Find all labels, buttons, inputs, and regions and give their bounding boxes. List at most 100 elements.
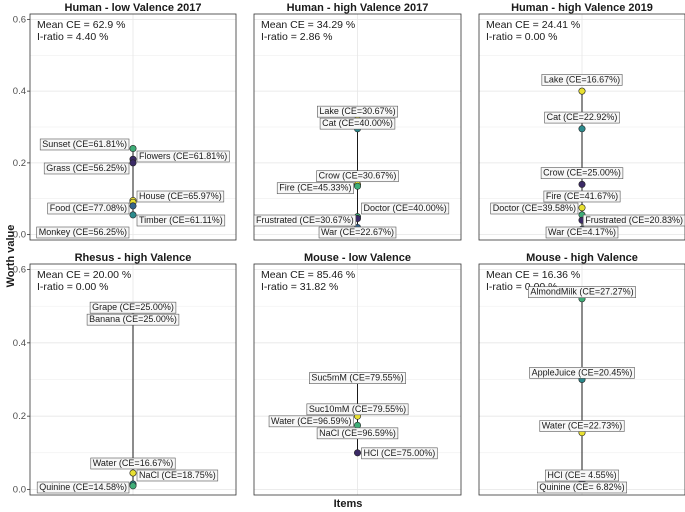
y-tick-label: 0.2	[13, 411, 26, 422]
point-label-box	[306, 403, 409, 416]
i-ratio-text: I-ratio = 31.82 %	[261, 281, 338, 293]
point-label: AlmondMilk (CE=27.27%)	[528, 286, 636, 298]
point-label: Monkey (CE=56.25%)	[36, 226, 130, 239]
mean-ce-text: Mean CE = 16.36 %	[486, 269, 580, 281]
point-label: HCl (CE= 4.55%)	[545, 469, 619, 482]
point-label: War (CE=4.17%)	[545, 226, 619, 239]
panel-title: Mouse - low Valence	[304, 252, 411, 264]
point-label-box	[136, 190, 225, 203]
point-label-text: Sunset (CE=61.81%)	[42, 139, 127, 149]
panel-border	[478, 13, 685, 241]
point-label-text: Frustrated (CE=30.67%)	[256, 215, 354, 225]
point-label-text: Flowers (CE=61.81%)	[139, 151, 227, 161]
point-label-box	[361, 447, 438, 460]
data-point	[129, 211, 137, 219]
point-label-text: Water (CE=22.73%)	[542, 421, 622, 431]
panel-title: Human - high Valence 2019	[511, 2, 653, 14]
point-label-text: Water (CE=96.59%)	[271, 416, 351, 426]
x-axis-title: Items	[334, 498, 363, 510]
mean-ce-text: Mean CE = 34.29 %	[261, 19, 355, 31]
panel-3: Rhesus - high Valence 0.0 0.2 0.4 0.6 Mean CE…	[13, 252, 237, 496]
point-label: Water (CE=16.67%)	[90, 457, 176, 470]
data-point	[578, 87, 586, 95]
point-label: Sunset (CE=61.81%)	[39, 138, 130, 151]
point-label-text: Water (CE=16.67%)	[93, 458, 173, 468]
point-label: Timber (CE=61.11%)	[136, 214, 226, 227]
point-label-text: Doctor (CE=39.58%)	[493, 203, 576, 213]
point-label-text: Timber (CE=61.11%)	[139, 215, 223, 225]
panel-border	[253, 13, 462, 241]
point-label: Banana (CE=25.00%)	[86, 313, 180, 326]
point-label-text: AlmondMilk (CE=27.27%)	[530, 287, 633, 297]
point-label-box	[529, 367, 635, 379]
point-label: Crow (CE=30.67%)	[316, 170, 399, 183]
point-label-box	[316, 170, 399, 183]
point-label-box	[47, 202, 130, 215]
point-label: Grape (CE=25.00%)	[89, 301, 177, 314]
point-label: House (CE=65.97%)	[136, 190, 225, 203]
point-label-box	[540, 167, 624, 179]
point-label-box	[361, 202, 450, 215]
data-point	[578, 125, 586, 133]
y-axis-title: Worth value	[5, 225, 17, 288]
point-label-text: Grass (CE=56.25%)	[46, 163, 127, 173]
data-point	[129, 145, 137, 153]
data-point	[578, 180, 586, 188]
point-label-text: Quinine (CE= 6.82%)	[539, 482, 624, 492]
i-ratio-text: I-ratio = 0.00 %	[37, 281, 109, 293]
point-label: Doctor (CE=40.00%)	[361, 202, 450, 215]
point-label-text: Fire (CE=45.33%)	[279, 183, 351, 193]
y-tick-label: 0.0	[13, 485, 26, 496]
point-label: Cat (CE=22.92%)	[544, 111, 620, 124]
point-label-box	[317, 105, 398, 118]
point-label-text: Suc5mM (CE=79.55%)	[311, 373, 403, 383]
point-label-box	[309, 372, 406, 384]
point-label: Lake (CE=16.67%)	[541, 74, 623, 86]
point-label: AppleJuice (CE=20.45%)	[529, 367, 635, 379]
data-point	[129, 482, 137, 490]
point-label-box	[539, 420, 625, 432]
point-label: Quinine (CE= 6.82%)	[537, 481, 627, 494]
point-label-box	[316, 427, 399, 440]
point-label-text: AppleJuice (CE=20.45%)	[532, 367, 633, 377]
panel-title: Rhesus - high Valence	[75, 252, 192, 264]
point-label-text: Cat (CE=22.92%)	[547, 112, 618, 122]
point-label-text: Food (CE=77.08%)	[50, 203, 127, 213]
point-label-text: Quinine (CE=14.58%)	[39, 482, 127, 492]
panel-border	[253, 263, 462, 496]
point-label: Food (CE=77.08%)	[47, 202, 130, 215]
point-label-box	[545, 469, 619, 482]
data-point	[578, 204, 586, 212]
point-label-box	[276, 182, 354, 195]
point-label-box	[319, 117, 396, 130]
point-label: Cat (CE=40.00%)	[319, 117, 396, 130]
data-point	[353, 449, 361, 457]
point-label-box	[528, 286, 636, 298]
data-point	[129, 159, 137, 167]
panel-2: Human - high Valence 2019 Mean CE = 24.41…	[478, 2, 685, 241]
point-label-box	[136, 150, 230, 163]
point-label: Water (CE=96.59%)	[268, 415, 354, 428]
point-label: NaCl (CE=96.59%)	[316, 427, 399, 440]
point-label: Doctor (CE=39.58%)	[490, 202, 579, 215]
point-label-text: War (CE=4.17%)	[548, 227, 616, 237]
y-tick-label: 0.0	[13, 230, 26, 241]
point-label-text: Fire (CE=41.67%)	[546, 191, 618, 201]
point-label-box	[490, 202, 579, 215]
point-label-box	[36, 226, 130, 239]
point-label-text: Grape (CE=25.00%)	[92, 302, 174, 312]
point-label-box	[544, 111, 620, 124]
point-label: Fire (CE=41.67%)	[543, 190, 621, 203]
point-label: NaCl (CE=18.75%)	[136, 469, 219, 482]
i-ratio-text: I-ratio = 2.86 %	[261, 31, 333, 43]
point-label-box	[545, 226, 619, 239]
point-label-text: War (CE=22.67%)	[321, 227, 394, 237]
point-label-box	[136, 214, 226, 227]
point-label-text: Banana (CE=25.00%)	[89, 314, 177, 324]
point-label: War (CE=22.67%)	[318, 226, 397, 239]
point-label-text: Lake (CE=30.67%)	[319, 106, 395, 116]
point-label-box	[86, 313, 180, 326]
point-label-text: House (CE=65.97%)	[139, 191, 222, 201]
data-point	[129, 469, 137, 477]
